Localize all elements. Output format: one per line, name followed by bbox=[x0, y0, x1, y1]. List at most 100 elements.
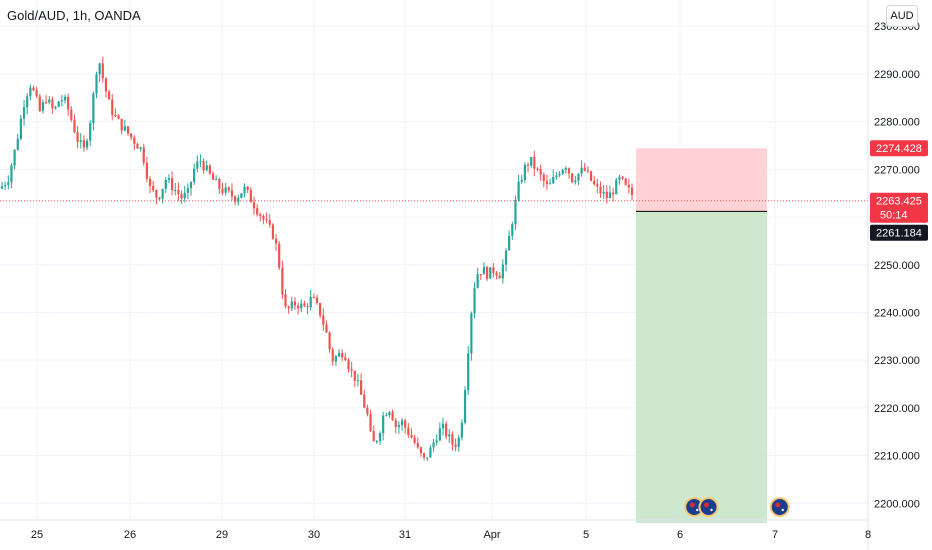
candle-body bbox=[612, 192, 615, 195]
candle-body bbox=[136, 143, 139, 149]
candle-body bbox=[67, 96, 70, 110]
candle-body bbox=[460, 422, 463, 438]
candle-body bbox=[164, 180, 167, 189]
candle-body bbox=[19, 118, 22, 139]
candle-body bbox=[92, 93, 95, 124]
candle-body bbox=[186, 188, 189, 193]
price-axis-label: 2210.000 bbox=[874, 451, 920, 463]
candle-body bbox=[262, 215, 265, 220]
candle-body bbox=[627, 184, 630, 188]
countdown-label: 50:14 bbox=[880, 210, 908, 222]
flag-event-icon[interactable] bbox=[684, 497, 705, 517]
candle-body bbox=[54, 106, 57, 109]
candle-body bbox=[555, 175, 558, 178]
flag-event-icon[interactable] bbox=[769, 497, 790, 517]
candle-body bbox=[413, 437, 416, 443]
candle-body bbox=[495, 272, 498, 276]
candle-body bbox=[454, 444, 457, 447]
candle-body bbox=[467, 353, 470, 391]
candle-body bbox=[322, 315, 325, 325]
svg-text:2263.425: 2263.425 bbox=[876, 196, 922, 208]
candle-body bbox=[618, 176, 621, 180]
candle-body bbox=[230, 190, 234, 197]
candle-body bbox=[174, 189, 177, 191]
candle-body bbox=[423, 453, 426, 458]
candle-body bbox=[363, 394, 366, 408]
candle-body bbox=[171, 178, 174, 191]
candle-body bbox=[111, 99, 114, 115]
candle-body bbox=[605, 191, 608, 199]
candle-body bbox=[397, 425, 400, 428]
candle-body bbox=[180, 194, 183, 199]
candle-body bbox=[101, 63, 104, 79]
candle-body bbox=[369, 414, 372, 431]
target-zone bbox=[636, 211, 767, 524]
candle-body bbox=[243, 186, 246, 194]
candle-body bbox=[79, 140, 82, 142]
candle-body bbox=[593, 180, 596, 185]
candle-body bbox=[504, 250, 508, 265]
candle-body bbox=[252, 202, 256, 209]
candle-body bbox=[479, 274, 482, 276]
candle-body bbox=[536, 168, 539, 170]
candle-body bbox=[208, 165, 211, 174]
candle-body bbox=[511, 224, 514, 236]
candle-body bbox=[366, 407, 369, 415]
candle-body bbox=[284, 294, 287, 307]
candle-body bbox=[429, 447, 432, 458]
candle-body bbox=[486, 267, 489, 279]
candle-body bbox=[287, 306, 290, 309]
candle-body bbox=[583, 167, 586, 171]
candle-body bbox=[432, 442, 435, 448]
candle-body bbox=[476, 274, 479, 288]
price-axis-label: 2220.000 bbox=[874, 403, 920, 415]
candle-body bbox=[104, 78, 108, 92]
candle-body bbox=[193, 168, 196, 182]
candle-body bbox=[473, 287, 476, 314]
candle-body bbox=[133, 137, 136, 144]
candle-body bbox=[337, 352, 341, 357]
candle-body bbox=[378, 433, 382, 442]
candle-body bbox=[123, 126, 126, 131]
flag-event-icon[interactable] bbox=[698, 497, 719, 517]
candle-body bbox=[400, 420, 404, 426]
candle-body bbox=[306, 306, 309, 308]
candle-body bbox=[498, 275, 501, 279]
candle-body bbox=[372, 430, 375, 442]
candle-body bbox=[492, 267, 495, 273]
candle-body bbox=[501, 264, 504, 279]
candle-body bbox=[183, 192, 186, 199]
candle-body bbox=[564, 168, 567, 170]
candle-body bbox=[293, 301, 297, 306]
candle-body bbox=[70, 109, 73, 120]
candle-body bbox=[334, 356, 337, 362]
candle-body bbox=[325, 324, 328, 333]
candle-body bbox=[48, 99, 51, 103]
candle-body bbox=[445, 423, 448, 437]
time-axis-label: 29 bbox=[216, 529, 228, 541]
candle-body bbox=[98, 63, 101, 75]
candle-body bbox=[457, 437, 460, 447]
candle-body bbox=[4, 184, 7, 187]
candle-body bbox=[246, 186, 249, 191]
candle-body bbox=[89, 123, 92, 141]
candle-body bbox=[130, 133, 133, 138]
candle-body bbox=[438, 428, 441, 441]
price-axis-label: 2230.000 bbox=[874, 355, 920, 367]
candle-body bbox=[523, 164, 526, 180]
candle-body bbox=[489, 267, 492, 279]
candle-body bbox=[139, 147, 142, 149]
stop-price-tag: 2274.428 bbox=[870, 140, 928, 157]
candles bbox=[0, 56, 634, 461]
currency-button[interactable]: AUD bbox=[886, 5, 918, 27]
candle-body bbox=[155, 189, 158, 198]
price-axis-label: 2200.000 bbox=[874, 498, 920, 510]
candle-body bbox=[586, 170, 589, 172]
candle-body bbox=[331, 349, 334, 362]
candle-body bbox=[533, 157, 536, 169]
candle-body bbox=[630, 187, 634, 196]
candle-body bbox=[303, 303, 306, 307]
candle-body bbox=[22, 107, 26, 119]
candle-body bbox=[196, 161, 199, 169]
